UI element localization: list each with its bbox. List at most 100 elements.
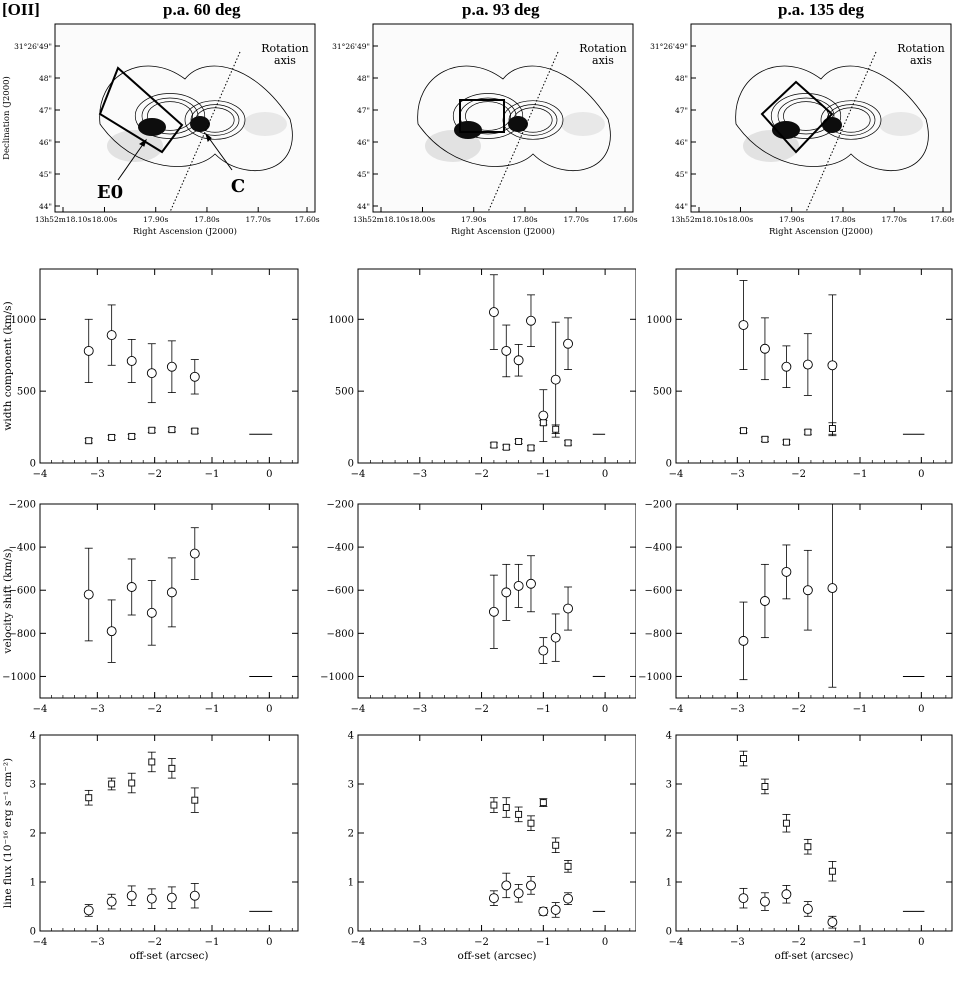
x-tick-label: −4 xyxy=(33,469,48,480)
outer-contour xyxy=(735,65,929,171)
data-point-circle xyxy=(513,355,524,366)
image-panel-pa93: 13h52m18.10s 18.00s 17.90s 17.80s 17.70s 17.6… xyxy=(332,23,638,237)
data-point-circle xyxy=(759,896,770,907)
data-point-square xyxy=(191,427,199,435)
y-tick-label: 4 xyxy=(666,731,672,742)
x-tick-label: −2 xyxy=(474,704,489,715)
data-point-square xyxy=(782,819,790,827)
x-tick-label: −1 xyxy=(853,937,868,948)
plot-frame xyxy=(675,503,953,699)
ra-tick-label: 18.00s xyxy=(728,215,753,224)
data-point-circle xyxy=(781,889,792,900)
y-tick-label: 1000 xyxy=(329,315,354,326)
inner-contour xyxy=(783,101,829,131)
y-tick-label: 3 xyxy=(30,780,36,791)
ra-tick-label: 17.60s xyxy=(294,215,319,224)
plot-frame xyxy=(357,503,636,699)
arrow-c xyxy=(205,133,233,171)
x-tick-label: −1 xyxy=(205,937,220,948)
arrow-e0 xyxy=(117,139,147,181)
y-tick-label: −200 xyxy=(327,500,354,511)
data-point-circle xyxy=(781,566,792,577)
dec-tick-label: 47" xyxy=(357,106,370,115)
x-tick-label: −3 xyxy=(90,469,105,480)
y-tick-label: 1 xyxy=(666,878,672,889)
inner-contour xyxy=(184,100,246,140)
data-point-circle xyxy=(738,635,749,646)
x-tick-label: −3 xyxy=(730,937,745,948)
data-point-circle xyxy=(189,548,200,559)
x-tick-label: −2 xyxy=(791,469,806,480)
x-tick-label: −4 xyxy=(33,937,48,948)
ra-tick-label: 13h52m18.10s xyxy=(353,215,410,224)
column-title-pa60: p.a. 60 deg xyxy=(163,0,241,19)
x-tick-label: 0 xyxy=(266,937,272,948)
data-point-square xyxy=(761,435,769,443)
data-point-circle xyxy=(827,583,838,594)
rotation-axis-line xyxy=(487,51,559,213)
x-tick-label: −1 xyxy=(536,704,551,715)
plot-frame xyxy=(675,734,953,932)
ra-tick-label: 18.00s xyxy=(410,215,435,224)
data-point-circle xyxy=(538,906,549,917)
dec-tick-label: 45" xyxy=(39,170,52,179)
data-point-square xyxy=(85,437,93,445)
image-panel-pa135: 13h52m18.10s 18.00s 17.90s 17.80s 17.70s 17.6… xyxy=(650,23,954,237)
x-tick-label: −3 xyxy=(90,937,105,948)
y-axis-label: width component (km/s) xyxy=(2,301,14,430)
y-tick-label: −800 xyxy=(645,629,672,640)
data-point-circle xyxy=(501,880,512,891)
y-tick-label: 500 xyxy=(17,387,36,398)
data-point-circle xyxy=(189,371,200,382)
data-point-circle xyxy=(166,587,177,598)
data-point-square xyxy=(128,432,136,440)
arrowhead xyxy=(205,132,212,142)
dec-tick-label: 46" xyxy=(675,138,688,147)
dec-tick-label: 44" xyxy=(357,202,370,211)
y-tick-label: −800 xyxy=(327,629,354,640)
image-panel-pa60: 13h52m18.10s 18.00s 17.90s 17.80s 17.70s 17.6… xyxy=(1,23,320,237)
rotation-axis-label: axis xyxy=(592,54,614,67)
nucleus-e0 xyxy=(454,121,482,139)
inner-contour xyxy=(770,93,842,139)
y-axis-label: line flux (10⁻¹⁶ erg s⁻¹ cm⁻²) xyxy=(2,758,14,908)
y-tick-label: −600 xyxy=(327,586,354,597)
ra-tick-label: 17.60s xyxy=(612,215,637,224)
ra-tick-label: 13h52m18.10s xyxy=(671,215,728,224)
data-point-circle xyxy=(526,315,536,326)
y-tick-label: 0 xyxy=(30,459,36,470)
x-tick-label: −4 xyxy=(669,937,684,948)
data-point-circle xyxy=(106,330,117,341)
y-tick-label: −400 xyxy=(9,543,36,554)
x-tick-label: −4 xyxy=(351,937,366,948)
data-point-circle xyxy=(189,890,200,901)
dec-tick-label: 45" xyxy=(357,170,370,179)
data-point-circle xyxy=(488,307,499,318)
nucleus-c xyxy=(822,117,842,133)
data-point-circle xyxy=(126,890,137,901)
data-point-circle xyxy=(83,345,94,356)
data-point-circle xyxy=(106,896,117,907)
rotation-axis-line xyxy=(805,51,877,213)
data-point-square xyxy=(527,819,535,827)
inner-contour xyxy=(147,101,193,131)
data-point-circle xyxy=(166,892,177,903)
y-tick-label: 0 xyxy=(666,927,672,938)
x-tick-label: 0 xyxy=(602,937,608,948)
x-tick-label: −2 xyxy=(791,704,806,715)
rotation-axis-label: Rotation xyxy=(579,42,627,55)
data-point-circle xyxy=(106,626,117,637)
figure-label: [OII] xyxy=(2,0,40,19)
data-point-square xyxy=(191,796,199,804)
data-point-circle xyxy=(488,606,499,617)
x-tick-label: −4 xyxy=(351,469,366,480)
data-point-square xyxy=(490,801,498,809)
y-axis-label: velocity shift (km/s) xyxy=(2,549,14,655)
x-tick-label: 0 xyxy=(602,469,608,480)
x-tick-label: −3 xyxy=(412,469,427,480)
y-tick-label: 500 xyxy=(335,387,354,398)
y-tick-label: 0 xyxy=(30,927,36,938)
data-point-circle xyxy=(802,585,813,596)
x-tick-label: −1 xyxy=(536,469,551,480)
